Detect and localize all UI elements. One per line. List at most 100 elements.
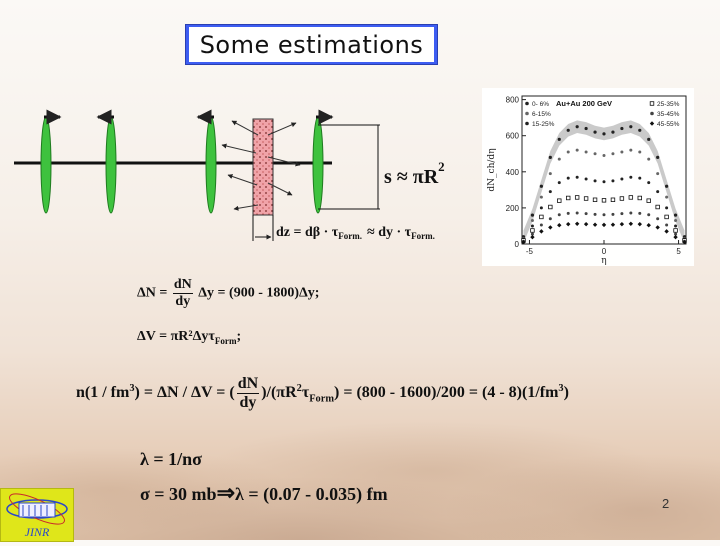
chart-point-25-35-7 <box>583 196 589 201</box>
chart-point-15-25-9 <box>602 180 606 184</box>
chart-point-15-25-13 <box>638 176 642 180</box>
chart-point-6-15-12 <box>629 148 633 152</box>
chart-point-6-15-14 <box>647 157 651 161</box>
chart-point-45-55-3 <box>548 225 553 230</box>
nucleus-2 <box>105 116 117 214</box>
chart-legend-left-1: 6-15% <box>532 111 551 118</box>
n-exp3: 3 <box>558 382 564 394</box>
dN-numerator: dN <box>172 277 193 294</box>
dN-rhs: Δy = (900 - 1800)Δy; <box>198 285 320 301</box>
chart-xtick-label-0: 0 <box>602 247 607 256</box>
chart-legend-marker-left-0 <box>525 101 529 106</box>
chart-point-6-15-11 <box>620 150 624 154</box>
chart-point-0-6-16 <box>665 184 669 188</box>
chart-point-0-6-15 <box>656 155 660 159</box>
dV-sub: Form <box>214 335 237 346</box>
jinr-logo: JINR <box>0 488 74 542</box>
n-exp: 3 <box>129 382 135 394</box>
chart-point-25-35-13 <box>637 195 642 201</box>
n-post2: ) = (800 - 1600)/200 = (4 - 8)(1/fm <box>334 384 559 402</box>
chart-point-6-15-1 <box>530 219 534 223</box>
chart-point-6-15-15 <box>656 172 660 176</box>
chart-point-45-55-6 <box>574 221 580 226</box>
density-formula: n(1 / fm3) = ΔN / ΔV = (dN dy)/(πR2τForm)… <box>76 376 569 411</box>
chart-point-35-45-11 <box>620 212 624 216</box>
chart-point-15-25-3 <box>548 190 552 194</box>
chart-point-6-15-2 <box>539 195 543 199</box>
chart-point-0-6-3 <box>548 155 552 159</box>
chart-legend-right-0: 25-35% <box>657 101 680 108</box>
chart-point-6-15-16 <box>665 195 669 199</box>
n-tau: τ <box>301 384 310 402</box>
dN-formula: ΔN = dN dy Δy = (900 - 1800)Δy; <box>137 278 319 309</box>
chart-point-0-6-2 <box>539 184 543 188</box>
chart-point-25-35-4 <box>557 198 562 203</box>
n-denominator: dy <box>239 394 257 411</box>
n-fraction: dN dy <box>236 375 260 411</box>
chart-point-45-55-8 <box>592 222 598 227</box>
chart-legend-left-0: 0- 6% <box>532 101 549 108</box>
chart-point-6-15-10 <box>611 152 615 156</box>
chart-point-15-25-8 <box>593 179 597 183</box>
chart-point-6-15-7 <box>584 150 588 154</box>
cross-section-formula: σ = 30 mb⇒λ = (0.07 - 0.035) fm <box>140 482 388 504</box>
mean-free-path-formula: λ = 1/nσ <box>140 449 202 469</box>
chart-point-15-25-15 <box>656 190 660 194</box>
n-numerator: dN <box>236 375 260 394</box>
chart-point-25-35-11 <box>619 196 625 201</box>
dz-bracket <box>252 215 274 241</box>
chart-point-0-6-1 <box>530 213 535 217</box>
chart-point-15-25-6 <box>575 175 579 179</box>
chart-point-35-45-17 <box>674 232 678 236</box>
chart-point-35-45-16 <box>665 223 669 227</box>
chart-point-0-6-8 <box>593 130 597 134</box>
chart-point-0-6-14 <box>647 137 651 141</box>
chart-point-35-45-12 <box>629 211 633 215</box>
dV-main: ΔV = πR²Δyτ <box>137 329 215 344</box>
chart-point-0-6-4 <box>557 137 561 141</box>
chart-point-25-35-1 <box>530 228 535 233</box>
chart-point-0-6-17 <box>673 213 678 217</box>
chart-point-0-6-9 <box>602 132 606 136</box>
n-mid: ) = ΔN / ΔV = ( <box>134 384 235 402</box>
chart-point-25-35-2 <box>539 214 544 220</box>
nucleus-3 <box>205 116 217 214</box>
chart-point-35-45-10 <box>611 212 615 216</box>
chart-point-6-15-6 <box>575 148 579 152</box>
chart-point-35-45-4 <box>557 213 561 217</box>
chart-point-45-55-15 <box>655 225 660 230</box>
sigma-rhs: λ = (0.07 - 0.035) fm <box>235 484 388 504</box>
chart-point-35-45-2 <box>539 223 543 227</box>
title-box: Some estimations <box>185 24 438 65</box>
chart-point-45-55-16 <box>664 229 669 234</box>
chart-point-6-15-9 <box>602 154 606 158</box>
chart-point-0-6-11 <box>620 126 624 131</box>
chart-point-45-55-9 <box>601 222 607 228</box>
chart-point-6-15-8 <box>593 152 597 156</box>
chart-point-25-35-17 <box>673 228 678 233</box>
dN-lhs: ΔN = <box>137 285 168 301</box>
chart-ytick-label-400: 400 <box>506 168 520 177</box>
chart-point-35-45-6 <box>575 211 579 215</box>
chart-point-15-25-10 <box>611 179 615 183</box>
chart-point-0-6-12 <box>629 125 633 129</box>
chart-legend-marker-left-1 <box>525 111 529 116</box>
chart-ytick-label-600: 600 <box>506 132 520 141</box>
chart-point-25-35-5 <box>566 195 571 201</box>
implies-arrow: ⇒ <box>216 480 235 505</box>
chart-point-45-55-17 <box>673 234 678 240</box>
chart-legend-marker-left-2 <box>525 121 529 126</box>
chart-title: Au+Au 200 GeV <box>556 99 612 108</box>
chart-point-6-15-3 <box>548 172 552 176</box>
chart-ylabel: dN_ch/dη <box>487 148 497 191</box>
chart-legend-left-2: 15-25% <box>532 121 555 128</box>
chart-legend-right-2: 45-55% <box>657 121 680 128</box>
chart-point-15-25-16 <box>665 206 669 210</box>
chart-point-35-45-3 <box>548 217 552 221</box>
chart-point-25-35-8 <box>592 197 598 202</box>
transverse-size-bracket <box>318 124 380 210</box>
dV-end: ; <box>236 329 242 344</box>
chart-point-35-45-14 <box>647 213 651 217</box>
chart-point-0-6-7 <box>584 126 588 131</box>
chart-point-0-6-5 <box>566 128 570 132</box>
